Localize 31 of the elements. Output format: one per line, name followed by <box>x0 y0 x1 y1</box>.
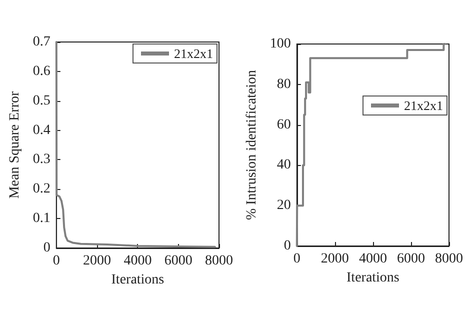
y-tick-label: 60 <box>276 117 291 132</box>
x-axis-title: Iterations <box>111 272 164 288</box>
x-tick-label: 2000 <box>320 252 349 266</box>
x-tick-label: 4000 <box>124 254 152 268</box>
x-tick-label: 0 <box>52 254 60 268</box>
y-tick-label: 0.2 <box>32 182 50 197</box>
legend-label: 21x2x1 <box>404 98 443 113</box>
y-tick-label: 0 <box>284 238 291 254</box>
y-tick-label: 80 <box>276 76 291 92</box>
line-series <box>55 41 216 248</box>
y-axis-title: Mean Square Error <box>8 91 22 199</box>
legend-label: 21x2x1 <box>174 46 213 61</box>
y-tick-label: 0.6 <box>32 64 50 79</box>
y-tick-label: 0 <box>43 240 50 256</box>
y-axis-title: % Intrusion identificateion <box>244 70 260 220</box>
y-tick-label: 0.1 <box>32 211 50 226</box>
y-tick-label: 0.3 <box>32 152 50 168</box>
y-tick-label: 0.4 <box>32 122 50 138</box>
x-tick-label: 8000 <box>205 254 233 268</box>
x-tick-label: 2000 <box>83 254 112 268</box>
x-tick-label: 8000 <box>435 252 463 266</box>
x-tick-label: 0 <box>293 252 300 266</box>
x-axis-title: Iterations <box>346 270 400 286</box>
x-tick-label: 4000 <box>358 252 387 266</box>
y-tick-label: 0.5 <box>32 93 50 108</box>
y-tick-label: 100 <box>270 36 291 52</box>
x-tick-label: 6000 <box>396 252 425 266</box>
y-tick-label: 40 <box>276 158 291 173</box>
y-tick-label: 0.7 <box>32 34 50 50</box>
y-tick-label: 20 <box>276 198 291 214</box>
x-tick-label: 6000 <box>164 254 192 268</box>
